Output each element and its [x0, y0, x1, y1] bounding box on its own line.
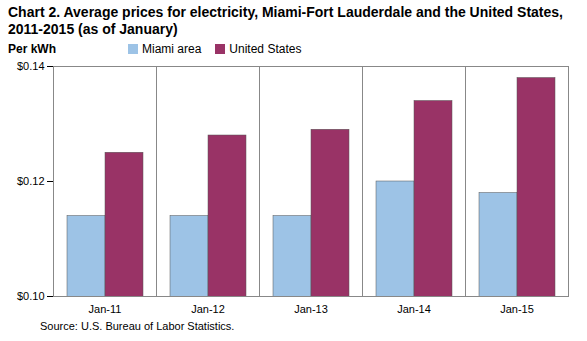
svg-text:$0.10: $0.10 — [17, 290, 45, 302]
svg-text:$0.14: $0.14 — [17, 60, 45, 72]
html-text:United States: United States — [229, 42, 302, 56]
html-text:Chart 2. Average prices for el: Chart 2. Average prices for electricity,… — [8, 4, 563, 37]
html-text:Miami area: Miami area — [142, 42, 202, 56]
svg-text:Jan-14: Jan-14 — [397, 303, 431, 315]
html-text:Per kWh: Per kWh — [8, 42, 56, 56]
svg-text:Jan-12: Jan-12 — [191, 303, 225, 315]
html-text:Source: U.S. Bureau of Labor S: Source: U.S. Bureau of Labor Statistics. — [40, 320, 235, 332]
svg-text:$0.12: $0.12 — [17, 175, 45, 187]
svg-text:Jan-13: Jan-13 — [294, 303, 328, 315]
svg-text:Jan-15: Jan-15 — [500, 303, 534, 315]
svg-text:Jan-11: Jan-11 — [89, 303, 122, 315]
